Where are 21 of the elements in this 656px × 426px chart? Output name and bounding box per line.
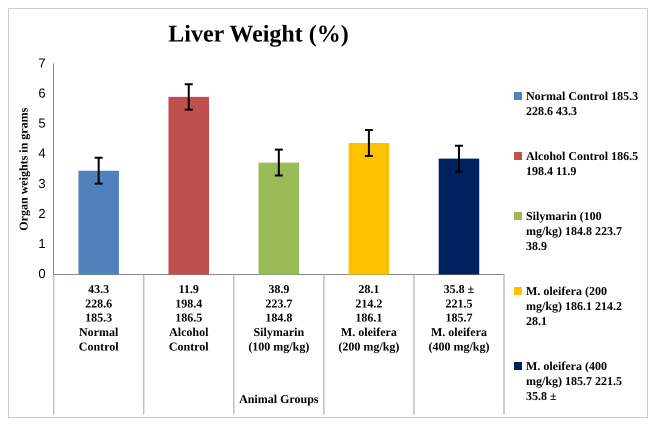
x-tick-label: 35.8 ± 221.5 185.7 M. oleifera (400 mg/kg) xyxy=(428,282,490,354)
legend-label: M. oleifera (400 mg/kg) 185.7 221.5 35.8 ± xyxy=(526,359,623,404)
y-tick-label: 1 xyxy=(38,236,46,252)
x-tick-label: 43.3 228.6 185.3 Normal Control xyxy=(78,282,120,354)
x-tick-label: 11.9 198.4 186.5 Alcohol Control xyxy=(168,282,210,354)
x-tick-label: 38.9 223.7 184.8 Silymarin (100 mg/kg) xyxy=(248,282,310,354)
chart-title: Liver Weight (%) xyxy=(168,22,349,48)
legend-label: M. oleifera (200 mg/kg) 186.1 214.2 28.1 xyxy=(526,284,623,329)
y-tick-label: 4 xyxy=(38,146,46,161)
legend-label: Normal Control 185.3 228.6 43.3 xyxy=(526,89,640,119)
y-tick-label: 3 xyxy=(38,176,46,191)
legend-label: Silymarin (100 mg/kg) 184.8 223.7 38.9 xyxy=(526,209,623,254)
y-tick-label: 0 xyxy=(38,266,46,282)
y-tick-label: 2 xyxy=(38,206,46,221)
y-tick-label: 5 xyxy=(38,116,46,131)
y-axis-title: Organ weights in grams xyxy=(16,107,30,231)
y-tick-label: 6 xyxy=(38,85,46,100)
y-tick-label: 7 xyxy=(38,55,46,70)
x-axis-title: Animal Groups xyxy=(239,392,319,406)
legend-label: Alcohol Control 186.5 198.4 11.9 xyxy=(526,149,640,179)
x-tick-label: 28.1 214.2 186.1 M. oleifera (200 mg/kg) xyxy=(338,282,400,354)
